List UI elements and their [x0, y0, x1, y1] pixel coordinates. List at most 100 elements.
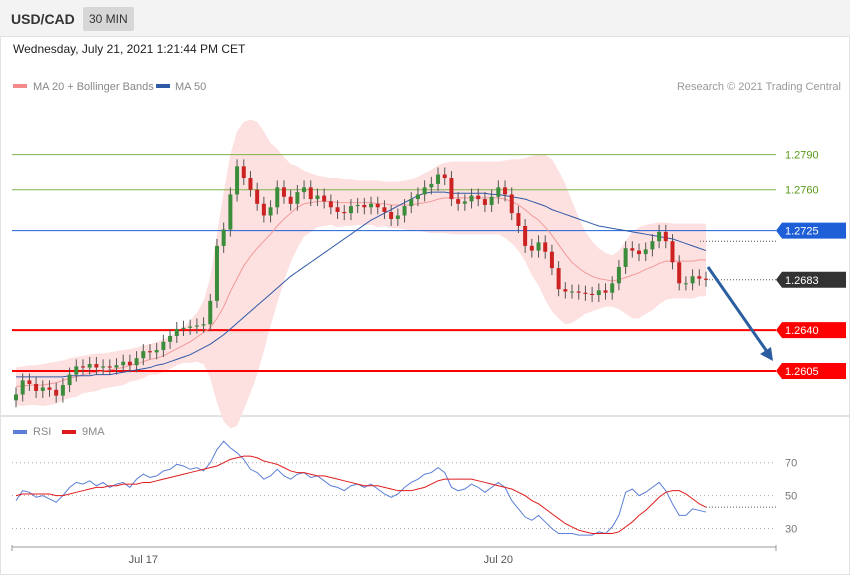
candle-body — [549, 251, 554, 269]
candle-body — [322, 195, 327, 202]
candle-body — [34, 383, 39, 391]
candle-body — [315, 195, 320, 200]
ma50-line — [16, 191, 707, 378]
candle-body — [174, 328, 179, 336]
candle-body — [188, 326, 193, 328]
candle-body — [476, 195, 481, 200]
candle-body — [295, 192, 300, 204]
candle-body — [415, 194, 420, 200]
candle-body — [288, 196, 293, 204]
candle-body — [630, 248, 635, 251]
candle-body — [214, 245, 219, 301]
chart-header: USD/CAD 30 MIN — [0, 0, 850, 36]
candle-body — [121, 361, 126, 366]
candle-body — [302, 187, 307, 193]
candle-body — [375, 203, 380, 208]
legend-swatch-ma50 — [156, 84, 170, 88]
legend-swatch-9ma — [62, 430, 76, 434]
candle-body — [563, 289, 568, 292]
candle-body — [248, 178, 253, 190]
candle-body — [523, 226, 528, 246]
candle-body — [683, 283, 688, 285]
level-label-1-2640: 1.2640 — [785, 325, 819, 337]
rsi-level-label-30: 30 — [785, 524, 797, 536]
candle-body — [610, 283, 615, 293]
candle-body — [27, 380, 32, 384]
candle-body — [14, 394, 18, 401]
legend-label-ma50: MA 50 — [175, 81, 206, 93]
bollinger-band — [16, 119, 706, 429]
candle-body — [509, 194, 514, 214]
candle-body — [690, 276, 695, 284]
forecast-arrow-shaft — [706, 266, 770, 354]
candle-body — [670, 241, 675, 263]
candle-body — [127, 361, 132, 366]
candle-body — [395, 215, 400, 219]
candle-body — [80, 366, 85, 368]
candle-body — [576, 291, 581, 293]
candle-body — [54, 389, 59, 396]
candle-body — [87, 364, 92, 368]
candle-body — [603, 290, 608, 293]
candle-body — [369, 203, 374, 208]
candle-body — [275, 187, 280, 208]
candle-body — [697, 276, 702, 279]
x-tick-label: Jul 17 — [129, 554, 158, 566]
candle-body — [154, 350, 159, 353]
candle-body — [328, 201, 333, 208]
candle-body — [60, 385, 65, 396]
candle-body — [362, 204, 367, 208]
candle-body — [261, 203, 266, 216]
candle-body — [342, 211, 347, 214]
price-tag-1-2640 — [776, 322, 846, 339]
candle-body — [516, 213, 521, 226]
candle-body — [469, 195, 474, 202]
candle-body — [677, 262, 682, 284]
candle-body — [462, 201, 467, 204]
candle-body — [623, 248, 628, 267]
candle-body — [255, 189, 260, 204]
candle-body — [637, 250, 642, 255]
candle-body — [583, 292, 588, 294]
forecast-arrow-head — [760, 347, 773, 361]
candle-body — [382, 207, 387, 212]
rsi-9ma-line — [15, 455, 707, 534]
candle-body — [449, 178, 454, 200]
candle-body — [181, 327, 186, 329]
candle-body — [543, 242, 548, 252]
candle-body — [657, 231, 662, 242]
candle-body — [40, 387, 45, 391]
candle-body — [168, 335, 173, 342]
candle-body — [20, 380, 25, 395]
candle-body — [429, 183, 434, 188]
level-label-1-2790: 1.2790 — [785, 150, 819, 162]
candle-body — [241, 166, 246, 179]
candle-body — [489, 196, 494, 205]
candle-body — [107, 366, 112, 368]
credit-text: Research © 2021 Trading Central — [677, 81, 841, 93]
price-tag-1-2683 — [776, 271, 846, 288]
candle-body — [496, 187, 501, 197]
rsi-line — [15, 440, 707, 536]
candle-body — [147, 351, 152, 353]
candle-body — [134, 358, 139, 366]
candle-body — [456, 199, 461, 204]
interval-button[interactable]: 30 MIN — [83, 7, 134, 31]
candle-body — [570, 291, 575, 293]
candle-body — [596, 290, 601, 296]
candle-body — [402, 206, 407, 216]
candle-body — [47, 387, 52, 390]
candle-body — [503, 187, 508, 195]
level-label-1-2725: 1.2725 — [785, 226, 819, 238]
candle-body — [663, 231, 668, 242]
level-label-1-2683: 1.2683 — [785, 275, 819, 287]
candle-body — [141, 351, 146, 359]
candle-body — [221, 229, 226, 246]
level-label-1-2760: 1.2760 — [785, 185, 819, 197]
symbol-title: USD/CAD — [11, 11, 75, 27]
candle-body — [616, 266, 621, 284]
candle-body — [643, 249, 648, 255]
candle-body — [389, 211, 394, 219]
legend-label-9ma: 9MA — [82, 426, 105, 438]
